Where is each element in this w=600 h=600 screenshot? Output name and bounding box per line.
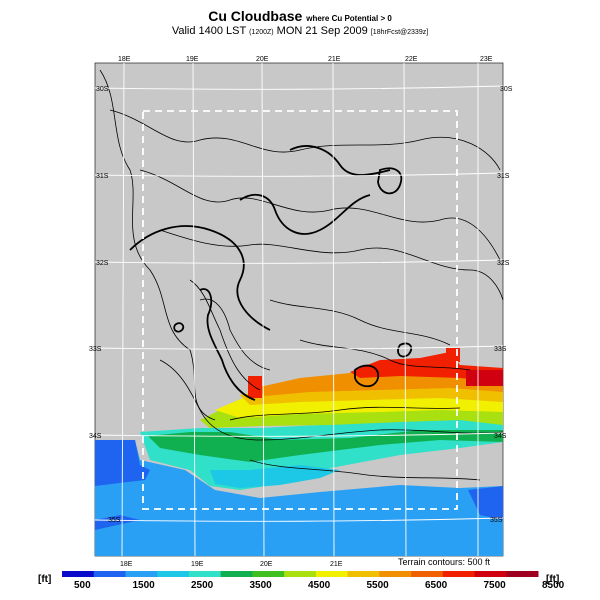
colorbar-swatch <box>474 571 507 577</box>
lat-label: 30S <box>500 86 513 93</box>
colorbar-swatch <box>442 571 476 577</box>
colorbar-label: 500 <box>74 580 91 591</box>
colorbar-unit-right: [ft] <box>546 574 560 585</box>
lat-label: 35S <box>108 517 121 524</box>
colorbar-unit-left: [ft] <box>38 574 52 585</box>
utc-time: (1200Z) <box>249 29 274 36</box>
title-text: Cu Cloudbase <box>208 8 303 24</box>
forecast-info: [18hrFcst@2339z] <box>370 29 429 36</box>
colorbar-swatch <box>125 571 158 577</box>
lat-lon-grid <box>94 62 504 557</box>
colorbar-swatch <box>220 571 253 577</box>
colorbar-swatch <box>347 571 380 577</box>
lat-label: 33S <box>494 346 507 353</box>
colorbar-label: 5500 <box>366 580 389 591</box>
colorbar <box>62 571 539 577</box>
colorbar-swatch <box>379 571 412 577</box>
map-title: Cu Cloudbase where Cu Potential > 0 <box>0 8 600 24</box>
map-subtitle: Valid 1400 LST (1200Z) MON 21 Sep 2009 [… <box>0 25 600 37</box>
colorbar-swatch <box>506 571 539 577</box>
lat-label: 31S <box>96 173 109 180</box>
lat-label: 32S <box>497 260 510 267</box>
lon-label: 21E <box>328 56 341 63</box>
lon-label: 22E <box>405 56 418 63</box>
lon-label: 21E <box>330 561 343 568</box>
colorbar-label: 3500 <box>249 580 272 591</box>
lon-labels-top: 18E 19E 20E 21E 22E 23E <box>118 56 493 63</box>
colorbar-swatch <box>284 571 317 577</box>
lon-label: 23E <box>480 56 493 63</box>
colorbar-swatch <box>252 571 285 577</box>
colorbar-label: 4500 <box>308 580 331 591</box>
inner-domain-box <box>142 110 458 510</box>
lat-label: 32S <box>96 260 109 267</box>
lat-labels-right: 30S 31S 32S 33S 34S 35S <box>490 86 513 524</box>
lat-labels-left: 30S 31S 32S 33S 34S 35S <box>89 86 121 524</box>
colorbar-label: 2500 <box>191 580 214 591</box>
colorbar-swatch <box>315 571 349 577</box>
colorbar-label: 6500 <box>425 580 448 591</box>
terrain-note: Terrain contours: 500 ft <box>398 557 491 567</box>
colorbar-swatch <box>62 571 95 577</box>
valid-time: Valid 1400 LST <box>171 25 247 37</box>
lat-label: 34S <box>494 433 507 440</box>
title-suffix: where Cu Potential > 0 <box>306 14 392 23</box>
lat-label: 34S <box>89 433 102 440</box>
lon-label: 18E <box>120 561 133 568</box>
lon-label: 19E <box>186 56 199 63</box>
colorbar-label: 8500 <box>542 580 565 591</box>
lon-label: 18E <box>118 56 131 63</box>
colorbar-swatch <box>157 571 190 577</box>
title-block: Cu Cloudbase where Cu Potential > 0 Vali… <box>0 8 600 37</box>
colorbar-swatch <box>188 571 222 577</box>
lon-labels-bottom: 18E 19E 20E 21E <box>120 561 343 568</box>
lon-label: 20E <box>256 56 269 63</box>
valid-date: MON 21 Sep 2009 <box>276 25 368 37</box>
colorbar-swatch <box>411 571 444 577</box>
lat-label: 33S <box>89 346 102 353</box>
lon-label: 20E <box>260 561 273 568</box>
colorbar-swatch <box>93 571 126 577</box>
lat-label: 35S <box>490 517 503 524</box>
colorbar-label: 1500 <box>132 580 155 591</box>
colorbar-label: 7500 <box>483 580 506 591</box>
lat-label: 30S <box>96 86 109 93</box>
lat-label: 31S <box>497 173 510 180</box>
lon-label: 19E <box>191 561 204 568</box>
